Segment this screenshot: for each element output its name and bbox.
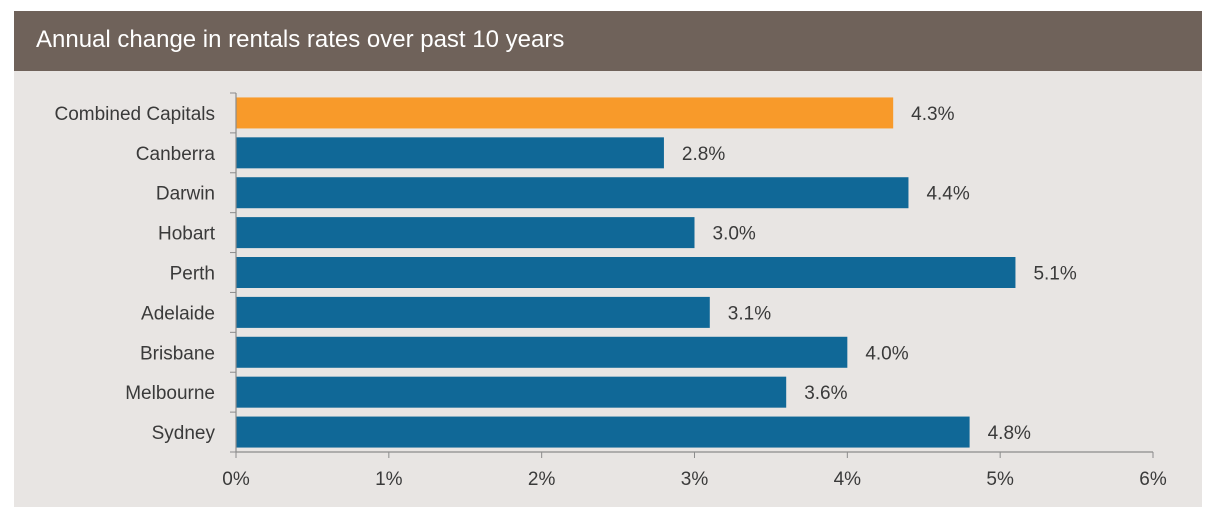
category-label: Hobart (158, 224, 216, 245)
bar (236, 336, 848, 368)
bar (236, 376, 787, 408)
category-label: Perth (170, 264, 215, 285)
value-label: 2.8% (682, 144, 725, 165)
bar (236, 416, 970, 448)
category-label: Brisbane (140, 343, 215, 364)
x-tick-label: 2% (528, 469, 556, 490)
category-label: Adelaide (141, 303, 215, 324)
chart-header: Annual change in rentals rates over past… (14, 11, 1202, 71)
value-label: 3.1% (728, 303, 771, 324)
x-tick-label: 4% (834, 469, 862, 490)
category-label: Darwin (156, 184, 215, 205)
category-label: Sydney (152, 423, 216, 444)
x-tick-label: 5% (986, 469, 1014, 490)
bar (236, 217, 695, 249)
x-tick-label: 3% (681, 469, 709, 490)
value-label: 4.4% (926, 184, 969, 205)
category-label: Melbourne (125, 383, 215, 404)
value-label: 4.8% (988, 423, 1031, 444)
value-label: 3.0% (713, 224, 756, 245)
bar (236, 296, 710, 328)
x-tick-label: 6% (1139, 469, 1167, 490)
bar-chart: Combined Capitals 4.3% Canberra 2.8% Darwin 4… (54, 92, 1167, 490)
category-label: Canberra (136, 144, 216, 165)
value-label: 3.6% (804, 383, 847, 404)
x-tick-label: 0% (222, 469, 250, 490)
x-tick-label: 1% (375, 469, 403, 490)
value-label: 4.0% (865, 343, 908, 364)
chart-panel: Annual change in rentals rates over past… (14, 11, 1202, 507)
category-label: Combined Capitals (54, 104, 215, 125)
chart-title: Annual change in rentals rates over past… (36, 26, 565, 53)
value-label: 5.1% (1033, 264, 1076, 285)
bar (236, 257, 1016, 288)
value-label: 4.3% (911, 104, 954, 125)
bar (236, 177, 909, 209)
bar (236, 137, 664, 169)
bar (236, 97, 894, 129)
